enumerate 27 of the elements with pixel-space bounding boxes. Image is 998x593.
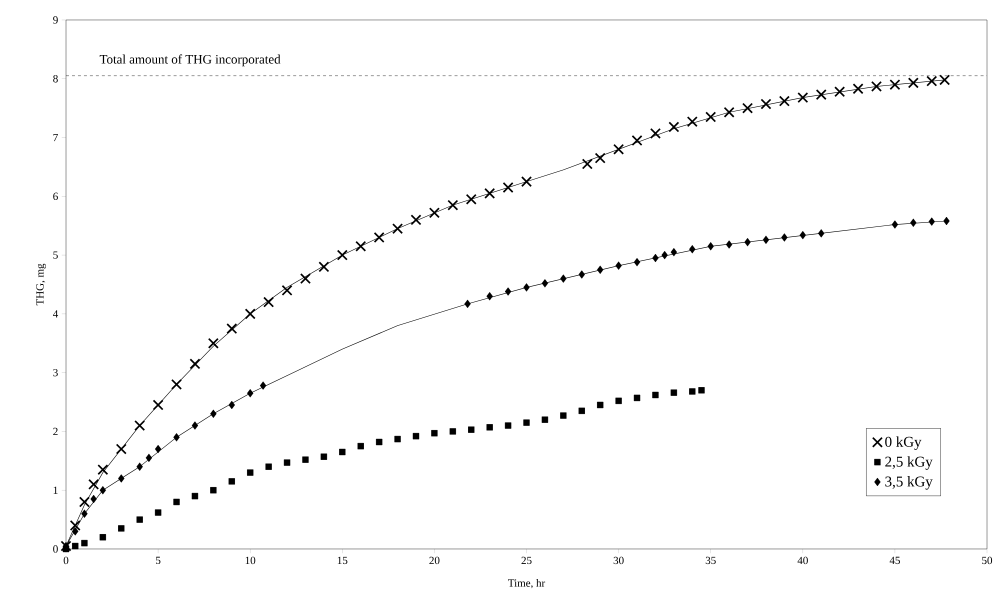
y-tick-label: 3 — [53, 368, 58, 376]
x-tick-label: 40 — [798, 556, 808, 564]
x-tick-label: 10 — [246, 556, 256, 564]
y-tick-label: 1 — [54, 486, 58, 494]
y-axis-title: THG, mg — [36, 264, 46, 306]
x-axis-title: Time, hr — [508, 579, 546, 588]
x-tick-label: 35 — [706, 556, 716, 564]
x-tick-label: 20 — [429, 556, 440, 564]
y-tick-label: 4 — [52, 310, 58, 318]
legend-label: 2,5 kGy — [885, 456, 933, 470]
legend-label: 3,5 kGy — [885, 476, 933, 490]
legend-label: 0 kGy — [885, 436, 922, 450]
x-tick-label: 25 — [522, 556, 532, 564]
x-tick-label: 50 — [982, 556, 992, 564]
x-tick-label: 15 — [338, 556, 348, 564]
x-tick-label: 45 — [890, 556, 900, 564]
y-tick-label: 7 — [53, 134, 58, 142]
x-tick-label: 0 — [64, 556, 68, 564]
y-tick-label: 0 — [53, 545, 58, 553]
y-tick-label: 8 — [53, 75, 58, 82]
x-tick-label: 5 — [156, 556, 160, 564]
y-tick-label: 9 — [53, 16, 58, 24]
y-tick-label: 6 — [53, 192, 58, 200]
x-tick-label: 30 — [614, 556, 624, 564]
ref-line-label: Total amount of THG incorporated — [100, 54, 280, 66]
y-tick-label: 2 — [53, 428, 58, 436]
y-tick-label: 5 — [53, 251, 58, 259]
